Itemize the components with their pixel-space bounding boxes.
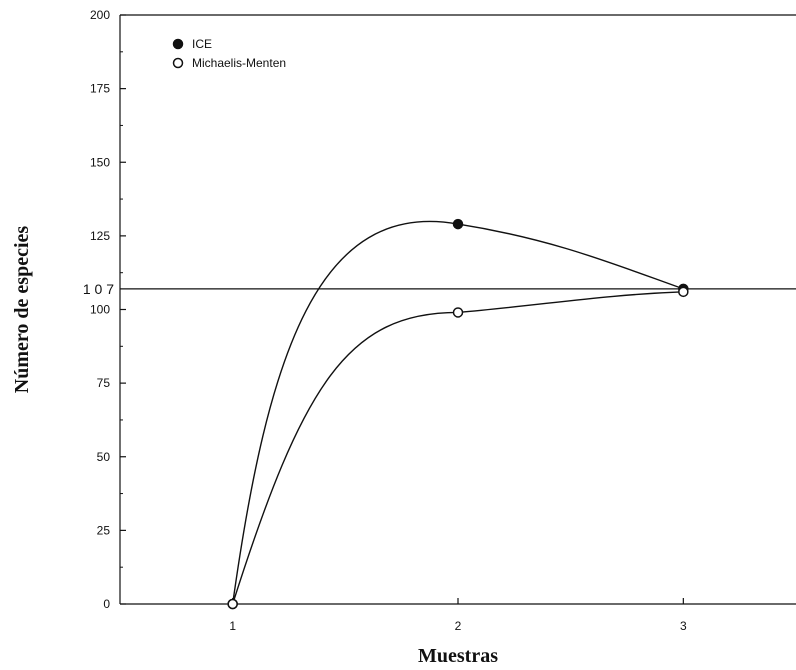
x-tick-label: 2 (455, 619, 462, 633)
y-tick-label: 25 (97, 523, 111, 537)
y-axis-title: Número de especies (11, 226, 33, 394)
legend-label-michaelis-menten: Michaelis-Menten (192, 56, 286, 70)
y-tick-label: 50 (97, 450, 111, 464)
y-tick-label: 75 (97, 376, 111, 390)
data-point-michaelis-menten (227, 598, 238, 610)
y-tick-label: 150 (90, 155, 110, 169)
legend: ICE Michaelis-Menten (172, 37, 286, 70)
x-tick-label: 1 (229, 619, 236, 633)
y-ticks: 0 25 50 75 100 125 150 175 200 (90, 8, 126, 611)
y-tick-label: 175 (90, 82, 110, 96)
y-tick-label: 125 (90, 229, 110, 243)
data-point-ice (452, 218, 464, 230)
y-tick-label: 100 (90, 303, 110, 317)
reference-line-group: 1 0 7 (83, 281, 796, 297)
legend-label-ice: ICE (192, 37, 212, 51)
series-line-michaelis-menten (231, 291, 684, 605)
x-tick-label: 3 (680, 619, 687, 633)
series-line-ice (231, 220, 684, 605)
y-tick-label: 0 (103, 597, 110, 611)
x-ticks: 1 2 3 (229, 598, 687, 633)
data-point-michaelis-menten (452, 307, 464, 318)
data-point-michaelis-menten (678, 286, 689, 298)
series-group (227, 218, 689, 610)
reference-line-label: 1 0 7 (83, 281, 114, 297)
x-axis-title: Muestras (418, 645, 498, 667)
y-tick-label: 200 (90, 8, 110, 22)
legend-marker-ice (172, 38, 184, 50)
legend-marker-michaelis-menten (172, 57, 184, 69)
